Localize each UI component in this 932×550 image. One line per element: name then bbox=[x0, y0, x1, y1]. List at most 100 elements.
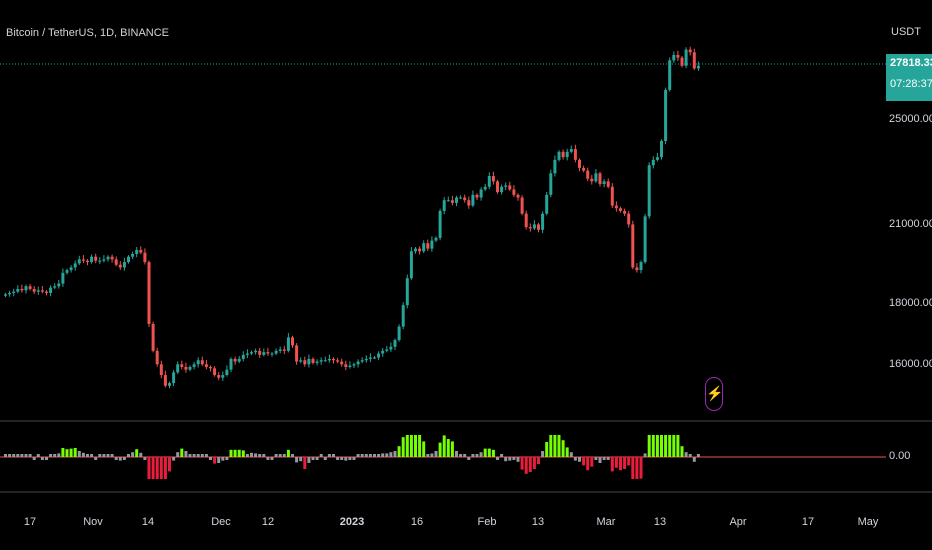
candle-body bbox=[32, 288, 36, 292]
oscillator-bar bbox=[631, 457, 635, 479]
candle-body bbox=[471, 194, 475, 206]
symbol-title[interactable]: Bitcoin / TetherUS, 1D, BINANCE bbox=[6, 27, 170, 39]
candle-body bbox=[532, 224, 536, 229]
oscillator-bar bbox=[610, 457, 614, 472]
oscillator-bar bbox=[122, 457, 126, 460]
candle-body bbox=[655, 157, 659, 160]
oscillator-bar bbox=[557, 435, 561, 457]
candle-body bbox=[114, 259, 118, 265]
oscillator-bar bbox=[348, 457, 352, 460]
candle-body bbox=[467, 200, 471, 206]
oscillator-bar bbox=[692, 457, 696, 462]
candle-body bbox=[500, 186, 504, 193]
currency-label[interactable]: USDT bbox=[891, 26, 921, 38]
oscillator-bar bbox=[418, 435, 422, 457]
candle-body bbox=[163, 375, 167, 386]
candle-body bbox=[241, 354, 245, 359]
candle-body bbox=[496, 181, 499, 193]
oscillator-bar bbox=[139, 452, 143, 457]
candle-body bbox=[680, 57, 684, 66]
oscillator-bar bbox=[664, 435, 668, 457]
candle-body bbox=[4, 294, 7, 296]
oscillator-bar bbox=[377, 454, 381, 457]
candle-body bbox=[606, 181, 610, 187]
candle-body bbox=[516, 194, 520, 198]
oscillator-bar bbox=[455, 451, 458, 457]
candle-body bbox=[196, 360, 200, 365]
candle-body bbox=[352, 364, 356, 366]
candle-body bbox=[602, 181, 606, 185]
oscillator-bar bbox=[241, 450, 245, 457]
oscillator-bar bbox=[237, 449, 241, 457]
oscillator-bar bbox=[430, 453, 434, 457]
candle-body bbox=[389, 346, 393, 350]
candle-body bbox=[102, 259, 106, 261]
candle-body bbox=[110, 256, 114, 260]
oscillator-bar bbox=[528, 457, 532, 472]
oscillator-bar bbox=[532, 457, 536, 469]
candle-body bbox=[24, 286, 28, 291]
oscillator-bar bbox=[340, 457, 344, 460]
oscillator-bar bbox=[356, 454, 360, 457]
oscillator-bar bbox=[643, 453, 647, 457]
date-axis-label: Apr bbox=[729, 516, 747, 528]
date-axis-label: Nov bbox=[83, 516, 103, 528]
oscillator-bar bbox=[651, 435, 655, 457]
oscillator-bar bbox=[463, 454, 467, 457]
oscillator-bar bbox=[537, 457, 540, 465]
candle-body bbox=[274, 350, 278, 354]
price-axis-label: 25000.00 bbox=[889, 113, 932, 125]
oscillator-bar bbox=[319, 454, 323, 457]
candle-body bbox=[250, 352, 253, 354]
candle-body bbox=[483, 186, 487, 190]
candle-body bbox=[28, 286, 32, 289]
candle-body bbox=[610, 186, 614, 206]
candle-body bbox=[377, 353, 381, 358]
candle-body bbox=[311, 358, 315, 363]
candle-body bbox=[188, 366, 192, 370]
oscillator-bar bbox=[496, 457, 499, 460]
lightning-icon[interactable]: ⚡ bbox=[705, 377, 723, 411]
oscillator-bar bbox=[225, 457, 229, 460]
candle-body bbox=[397, 326, 401, 341]
candle-body bbox=[631, 224, 635, 268]
date-axis-label: 16 bbox=[410, 516, 424, 528]
oscillator-bar bbox=[188, 454, 192, 457]
candle-body bbox=[86, 260, 89, 263]
candle-body bbox=[225, 369, 229, 376]
candle-body bbox=[684, 49, 688, 66]
oscillator-bar bbox=[422, 441, 426, 457]
candle-body bbox=[49, 287, 53, 293]
candle-body bbox=[315, 361, 319, 363]
oscillator-bar bbox=[266, 457, 270, 460]
oscillator-bar bbox=[409, 435, 413, 457]
oscillator-bar bbox=[303, 457, 307, 469]
candle-body bbox=[356, 361, 360, 365]
oscillator-bar bbox=[389, 452, 393, 457]
oscillator-bar bbox=[286, 449, 290, 457]
oscillator-bar bbox=[24, 454, 28, 457]
candle-body bbox=[524, 213, 528, 228]
candle-body bbox=[258, 350, 262, 355]
oscillator-bar bbox=[155, 457, 159, 479]
price-axis-label: 16000.00 bbox=[889, 358, 932, 370]
candle-body bbox=[282, 349, 286, 351]
oscillator-bar bbox=[582, 457, 586, 466]
candle-body bbox=[553, 159, 557, 174]
oscillator-bar bbox=[516, 457, 520, 462]
candle-body bbox=[106, 256, 110, 260]
oscillator-bar bbox=[614, 457, 618, 468]
candle-body bbox=[348, 365, 352, 367]
oscillator-bar bbox=[696, 454, 700, 457]
oscillator-bar bbox=[184, 451, 188, 457]
date-axis-label: 12 bbox=[261, 516, 275, 528]
oscillator-bar bbox=[590, 457, 594, 467]
candle-body bbox=[545, 194, 549, 214]
candle-body bbox=[614, 205, 618, 209]
oscillator-bar bbox=[258, 454, 262, 457]
oscillator-bar bbox=[176, 452, 180, 457]
candle-body bbox=[619, 208, 622, 211]
oscillator-bar bbox=[680, 446, 684, 457]
oscillator-bar bbox=[573, 457, 577, 461]
